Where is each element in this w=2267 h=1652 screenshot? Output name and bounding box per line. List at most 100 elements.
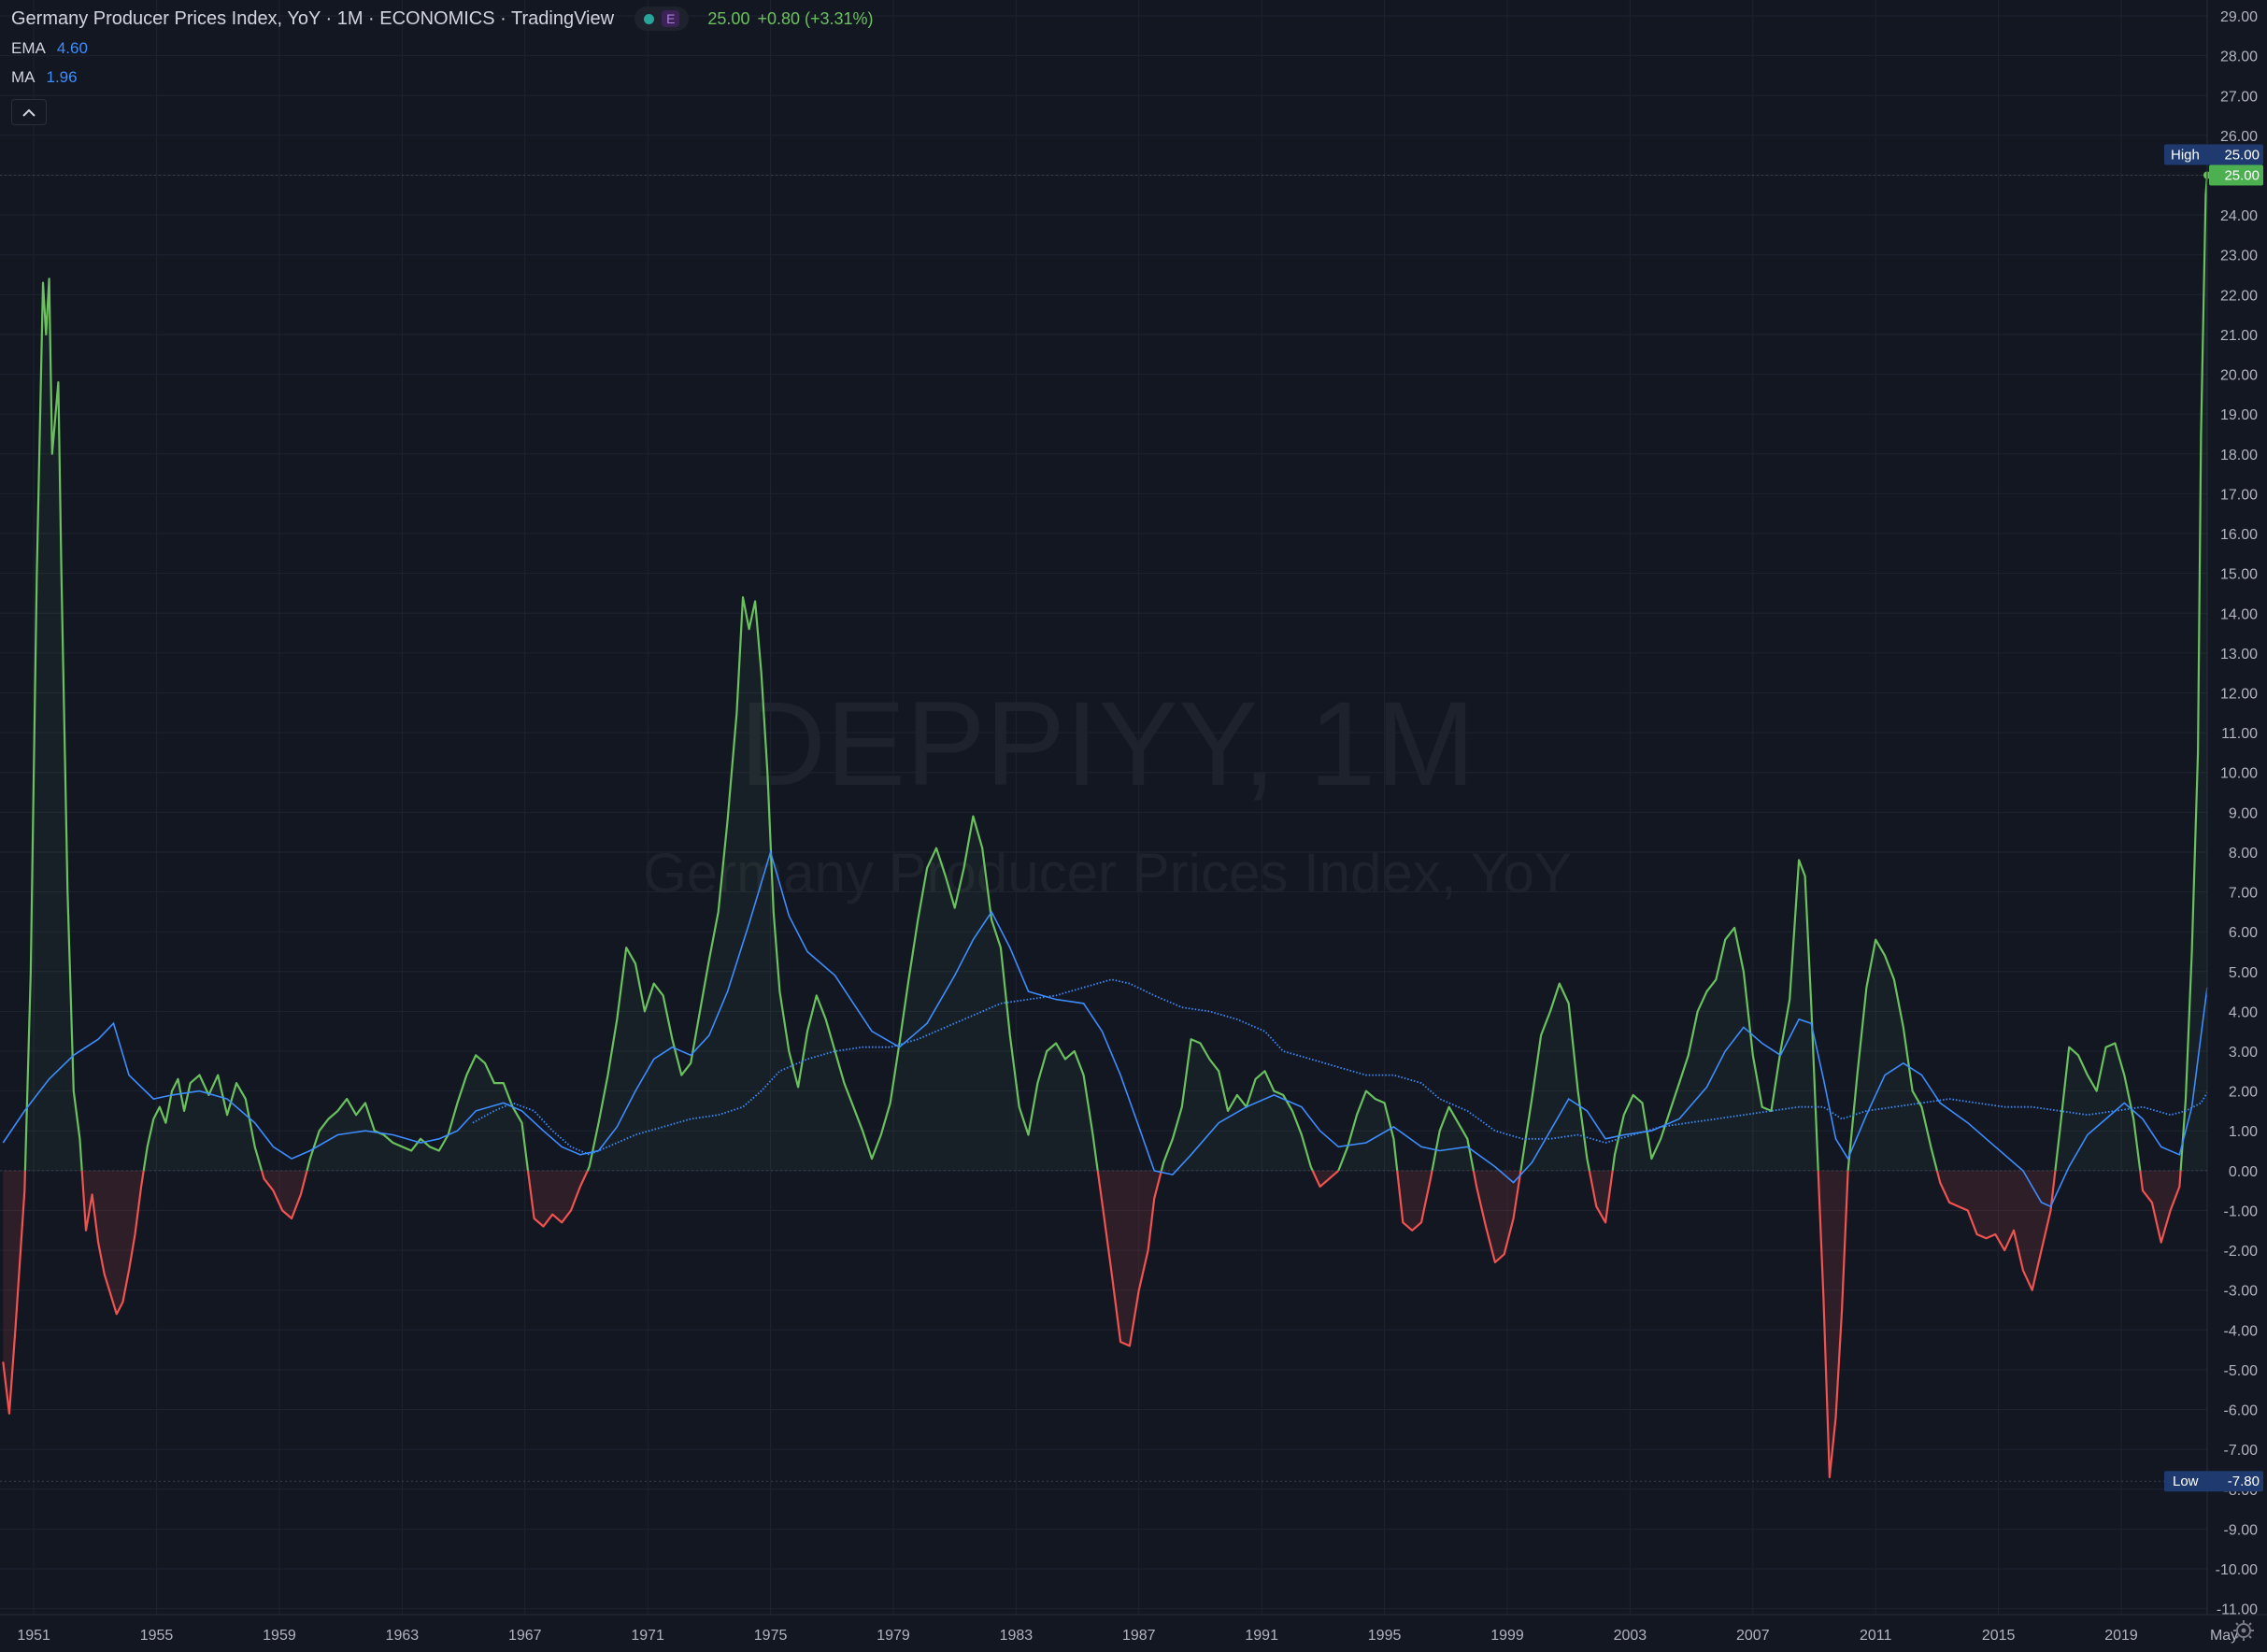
- series-legend-row[interactable]: Germany Producer Prices Index, YoY · 1M …: [11, 4, 874, 34]
- negative-area: [81, 1170, 144, 1315]
- y-tick-label: 27.00: [2220, 89, 2258, 105]
- y-tick-label: 8.00: [2229, 846, 2258, 862]
- chevron-up-icon: [22, 108, 36, 117]
- positive-area: [1338, 1090, 1398, 1171]
- series-line-negative: [1588, 1170, 1614, 1224]
- y-tick-label: 23.00: [2220, 249, 2258, 264]
- change-value: +0.80 (+3.31%): [757, 8, 874, 28]
- x-tick-label: 1983: [1000, 1628, 1034, 1644]
- y-tick-label: 9.00: [2229, 805, 2258, 821]
- series-line-positive: [1431, 1105, 1475, 1172]
- indicator-ema-row[interactable]: EMA 4.60: [11, 34, 874, 63]
- x-tick-label: 2011: [1860, 1628, 1892, 1644]
- y-tick-label: 5.00: [2229, 965, 2258, 981]
- series-line-positive: [1611, 859, 1819, 1172]
- series-line-negative: [526, 1170, 589, 1228]
- x-tick-label: 1987: [1122, 1628, 1156, 1644]
- y-tick-label: 6.00: [2229, 925, 2258, 941]
- y-tick-label: -7.00: [2224, 1443, 2259, 1459]
- series-line-negative: [1311, 1170, 1340, 1189]
- series-line-positive: [142, 1074, 264, 1172]
- positive-area: [2055, 1043, 2141, 1171]
- series-line-positive: [586, 596, 1099, 1172]
- positive-area: [1432, 1106, 1474, 1171]
- y-tick-label: 12.00: [2220, 686, 2258, 702]
- x-tick-label: 2003: [1614, 1628, 1647, 1644]
- series-line-positive: [23, 278, 83, 1171]
- indicator-ma-value: 1.96: [46, 67, 78, 86]
- watermark: DEPPIYY, 1M Germany Producer Prices Inde…: [643, 677, 1572, 904]
- y-tick-label: 28.00: [2220, 50, 2258, 65]
- positive-area: [1847, 939, 1937, 1171]
- ema-line: [2, 849, 2208, 1208]
- positive-area: [587, 597, 1098, 1171]
- y-tick-label: 11.00: [2221, 726, 2258, 742]
- y-tick-label: -6.00: [2224, 1403, 2259, 1419]
- negative-area: [3, 1170, 25, 1414]
- low-label: Low: [2173, 1474, 2199, 1489]
- y-tick-label: 29.00: [2220, 9, 2258, 25]
- x-tick-label: 2007: [1736, 1628, 1770, 1644]
- positive-area: [2180, 175, 2207, 1171]
- series-line-negative: [261, 1170, 308, 1220]
- plot-area: [0, 171, 2211, 1482]
- y-tick-label: 21.00: [2220, 328, 2258, 344]
- negative-area: [1397, 1170, 1433, 1231]
- indicator-ma-row[interactable]: MA 1.96: [11, 63, 874, 92]
- y-tick-label: 1.00: [2229, 1124, 2258, 1140]
- y-tick-label: 24.00: [2220, 208, 2258, 224]
- symbol-title: Germany Producer Prices Index, YoY · 1M …: [11, 7, 615, 29]
- status-indicators[interactable]: E: [634, 7, 690, 31]
- indicator-ema-value: 4.60: [56, 38, 88, 57]
- negative-area: [1097, 1170, 1162, 1346]
- series-line-negative: [80, 1170, 145, 1316]
- y-tick-label: 17.00: [2220, 487, 2258, 503]
- high-badge: [2164, 144, 2263, 165]
- x-tick-label: 2015: [1982, 1628, 2016, 1644]
- positive-area: [1520, 983, 1590, 1171]
- series-line-positive: [1337, 1089, 1399, 1172]
- x-tick-label: 1971: [631, 1628, 664, 1644]
- y-tick-label: -1.00: [2224, 1203, 2259, 1219]
- series-line-positive: [1519, 982, 1590, 1172]
- y-tick-label: 15.00: [2220, 567, 2258, 583]
- time-axis[interactable]: 1951 1955 1959 1963 1967 1971 1975 1979 1983 1987…: [17, 1628, 2238, 1644]
- last-price-value: 25.00: [2224, 168, 2260, 184]
- y-tick-label: -11.00: [2217, 1602, 2258, 1618]
- grid-lines: [0, 0, 2207, 1615]
- series-line-negative: [1096, 1170, 1162, 1347]
- negative-area: [2140, 1170, 2181, 1243]
- market-status-dot-icon: [644, 13, 655, 24]
- x-tick-label: 1995: [1368, 1628, 1402, 1644]
- series-line-negative: [1817, 1170, 1849, 1479]
- x-tick-label: 1975: [754, 1628, 788, 1644]
- y-tick-label: -5.00: [2224, 1363, 2259, 1379]
- y-tick-label: -3.00: [2224, 1284, 2259, 1300]
- x-tick-label: 1955: [140, 1628, 174, 1644]
- y-tick-label: -4.00: [2224, 1323, 2259, 1339]
- low-value: -7.80: [2228, 1474, 2260, 1489]
- series-line-negative: [1472, 1170, 1522, 1264]
- low-badge: [2164, 1471, 2263, 1492]
- y-tick-label: 22.00: [2220, 288, 2258, 304]
- y-tick-label: 18.00: [2220, 448, 2258, 463]
- x-tick-label: 1991: [1245, 1628, 1278, 1644]
- y-tick-label: 0.00: [2229, 1164, 2258, 1180]
- indicator-ma-name: MA: [11, 67, 36, 86]
- x-tick-label: 1963: [386, 1628, 420, 1644]
- series-line-positive: [1160, 1038, 1314, 1172]
- high-label: High: [2171, 148, 2200, 164]
- collapse-legend-button[interactable]: [11, 99, 47, 125]
- price-markers: High 25.00 25.00 Low -7.80: [2164, 144, 2263, 1492]
- price-axis[interactable]: -11.00-10.00-9.00-8.00-7.00-6.00-5.00-4.…: [2216, 9, 2258, 1618]
- x-tick-label: 1951: [17, 1628, 50, 1644]
- y-tick-label: 20.00: [2220, 368, 2258, 384]
- series-line-negative: [1935, 1170, 2057, 1291]
- y-tick-label: 7.00: [2229, 886, 2258, 902]
- negative-area: [1473, 1170, 1521, 1262]
- x-tick-label: 1979: [877, 1628, 910, 1644]
- settings-gear-icon[interactable]: [2233, 1620, 2254, 1641]
- series-line-positive: [1846, 938, 1938, 1172]
